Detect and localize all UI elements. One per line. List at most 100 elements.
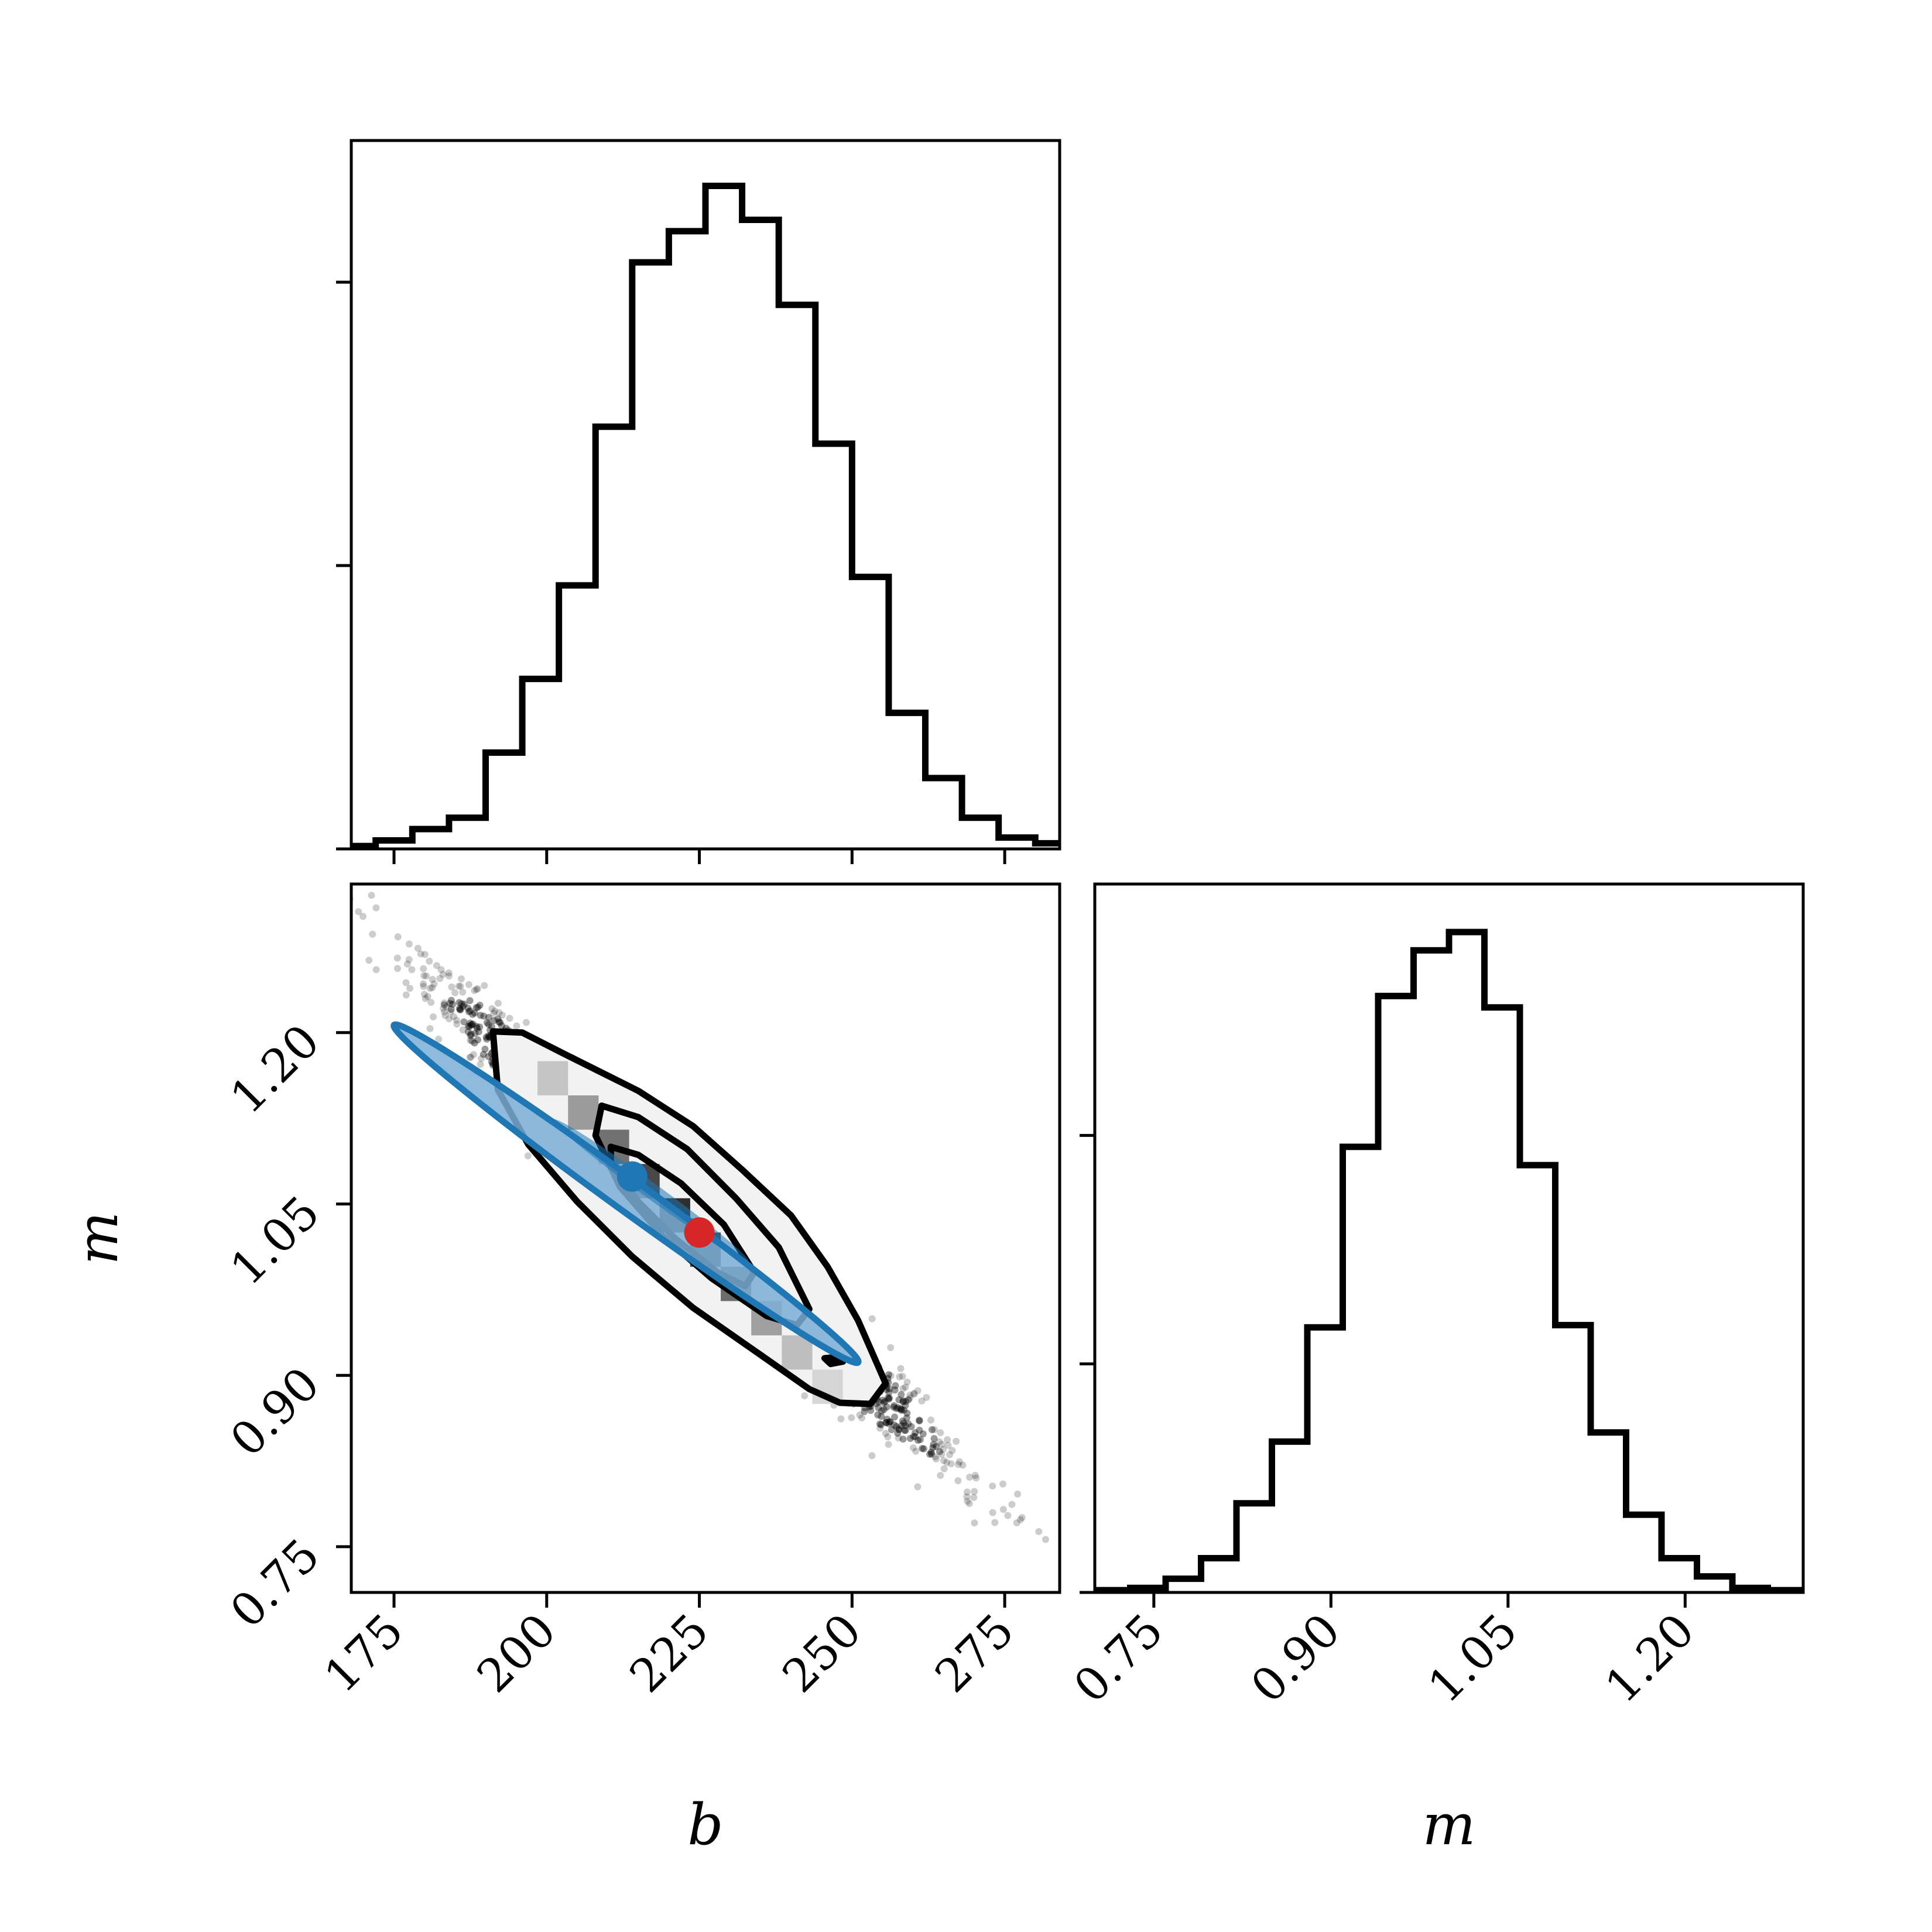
sample-point (457, 1006, 464, 1013)
sample-point (896, 1373, 903, 1381)
sample-point (954, 1477, 962, 1485)
sample-point (471, 986, 478, 994)
sample-point (900, 1406, 907, 1414)
sample-point (440, 999, 448, 1006)
sample-point (868, 1452, 876, 1460)
sample-point (440, 1001, 448, 1009)
sample-point (902, 1383, 909, 1391)
sample-point (874, 1411, 882, 1419)
hist-m-bin (1272, 1441, 1308, 1592)
sample-point (899, 1417, 906, 1425)
sample-point (989, 1509, 996, 1516)
sample-point (460, 1018, 468, 1026)
sample-point (393, 965, 401, 972)
sample-point (460, 1001, 468, 1008)
hist-m-bin (1662, 1558, 1697, 1592)
joint-xtick-label: 250 (773, 1604, 872, 1703)
sample-point (920, 1445, 927, 1453)
sample-point (898, 1406, 905, 1414)
hist-b-bin (595, 427, 632, 849)
hist-m-bin (1378, 996, 1414, 1592)
sample-point (495, 1009, 503, 1016)
joint-xlabel: b (687, 1792, 723, 1858)
sample-point (971, 1488, 978, 1495)
sample-point (455, 999, 463, 1006)
sample-point (892, 1423, 900, 1430)
sample-point (970, 1493, 978, 1501)
sample-point (902, 1427, 909, 1434)
sample-point (475, 1028, 482, 1036)
sample-point (895, 1434, 902, 1442)
sample-point (885, 1420, 893, 1427)
sample-point (902, 1422, 909, 1430)
sample-point (423, 972, 430, 980)
sample-point (858, 1414, 865, 1422)
sample-point (435, 1036, 443, 1043)
sample-point (944, 1436, 951, 1444)
sample-point (474, 1003, 482, 1011)
sample-point (895, 1426, 903, 1434)
sample-point (393, 954, 401, 962)
sample-point (940, 1465, 948, 1472)
hist-b-bin (559, 585, 596, 849)
hist-b-bin (412, 829, 449, 849)
sample-point (910, 1389, 918, 1397)
sample-point (408, 966, 416, 974)
sample-point (916, 1416, 923, 1424)
sample-point (451, 989, 459, 996)
sample-point (882, 1419, 890, 1426)
joint-xtick-label: 200 (467, 1604, 566, 1703)
sample-point (868, 1315, 876, 1323)
sample-point (450, 1013, 458, 1020)
sample-point (405, 940, 413, 948)
sample-point (372, 966, 380, 974)
sample-point (999, 1506, 1007, 1513)
sample-point (927, 1448, 935, 1456)
hist-m-bin (1485, 1008, 1520, 1592)
sample-point (476, 1002, 484, 1009)
hist-m-bin (1307, 1327, 1343, 1592)
sample-point (901, 1426, 909, 1434)
sample-point (447, 1008, 454, 1016)
marginal-histogram-b (336, 139, 1061, 864)
sample-point (898, 1406, 905, 1413)
hist-b-bin (522, 679, 559, 849)
sample-point (906, 1394, 914, 1402)
sample-point (963, 1488, 971, 1496)
sample-point (466, 997, 474, 1005)
sample-point (448, 983, 455, 991)
sample-point (476, 1023, 484, 1031)
sample-point (406, 985, 414, 992)
gaussian-ellipse (390, 1021, 862, 1366)
sample-point (1004, 1512, 1012, 1519)
sample-point (910, 1390, 918, 1398)
sample-point (899, 1385, 907, 1392)
sample-point (464, 1004, 472, 1012)
sample-point (465, 1023, 473, 1030)
sample-point (867, 1407, 875, 1414)
sample-point (467, 1021, 475, 1029)
sample-point (893, 1405, 900, 1413)
sample-point (494, 999, 502, 1007)
hist-m-bin (1520, 1165, 1556, 1592)
sample-point (402, 979, 410, 986)
hist-b-bin (889, 713, 926, 849)
sample-point (885, 1441, 892, 1448)
sample-point (890, 1402, 898, 1409)
joint-xtick-label: 275 (926, 1604, 1025, 1703)
hist-b-bin (999, 838, 1036, 849)
sample-point (424, 993, 431, 1001)
hist-m-frame (1093, 882, 1805, 1594)
sample-point (876, 1424, 884, 1432)
sample-point (883, 1403, 890, 1411)
sample-point (436, 975, 444, 982)
sample-point (989, 1482, 996, 1490)
sample-point (878, 1407, 886, 1414)
sample-point (937, 1472, 944, 1479)
sample-point (944, 1441, 952, 1449)
sample-point (892, 1382, 899, 1389)
sample-point (472, 1004, 480, 1012)
sample-point (490, 1016, 498, 1024)
sample-point (481, 982, 488, 989)
joint-scatter-b-m: 175 200 225 250 275 0.75 0.90 1.05 1.20 b m (65, 882, 1061, 1858)
